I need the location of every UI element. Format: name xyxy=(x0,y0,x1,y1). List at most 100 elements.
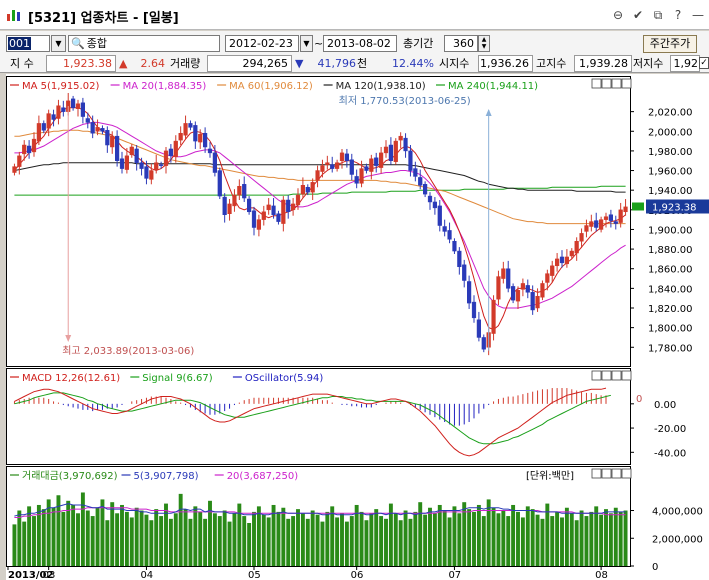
high-value: 1,939.28 xyxy=(574,55,632,72)
candle-body xyxy=(80,102,85,117)
candle-body xyxy=(144,166,149,179)
legend-volume-label: 20(3,687,250) xyxy=(227,471,299,482)
low-label: 저지수 xyxy=(633,57,664,70)
price-ytick-label: 1,960.00 xyxy=(648,167,693,178)
volume-bar xyxy=(198,511,203,566)
volume-bar xyxy=(511,504,516,566)
panel-sort-icon xyxy=(611,370,622,381)
low-annotation-label: 최저 1,770.53(2013-06-25) xyxy=(339,95,471,107)
panel-close-icon xyxy=(621,468,632,479)
help-icon[interactable]: ? xyxy=(674,8,682,22)
date-from-dropdown-button[interactable]: ▼ xyxy=(300,35,313,52)
volume-bar xyxy=(173,513,178,566)
volume-bar xyxy=(413,511,418,566)
candle-body xyxy=(383,146,389,154)
candle-body xyxy=(31,138,37,153)
volume-bar xyxy=(154,509,159,566)
candle-body xyxy=(471,301,477,319)
period-input[interactable]: 360 xyxy=(444,35,478,52)
candle-body xyxy=(203,132,208,148)
volume-bar xyxy=(305,518,310,566)
panel-maximize-icon xyxy=(591,78,602,89)
candle-body xyxy=(354,176,359,184)
candle-body xyxy=(305,186,310,193)
code-input[interactable]: 001 xyxy=(6,35,50,52)
price-ytick-label: 2,000.00 xyxy=(648,127,693,138)
candle-body xyxy=(599,219,604,230)
market-name-field[interactable]: 🔍 종합 xyxy=(68,35,220,52)
option-checkbox[interactable]: ✓ xyxy=(699,57,709,69)
candle-body xyxy=(300,185,305,195)
candle-body xyxy=(545,273,550,283)
volume-bar xyxy=(428,507,432,566)
current-price-tag xyxy=(646,199,709,214)
volume-bar xyxy=(330,506,335,566)
volume-bar xyxy=(555,511,560,566)
candle-body xyxy=(71,98,76,108)
weekly-price-button[interactable]: 주간주가 xyxy=(643,35,697,53)
volume-bar xyxy=(256,506,261,566)
volume-bar xyxy=(569,513,574,566)
candle-body xyxy=(325,162,330,165)
candle-body xyxy=(540,283,545,298)
price-ytick-label: 1,900.00 xyxy=(648,225,693,236)
minimize-icon[interactable]: — xyxy=(692,8,704,22)
candle-body xyxy=(569,250,574,257)
period-spinner[interactable]: ▲ ▼ xyxy=(478,35,490,52)
chart-area[interactable]: MA 5(1,915.02) MA 20(1,884.35) MA 60(1,906… xyxy=(6,74,709,580)
link-icon[interactable]: ⊖ xyxy=(612,8,624,22)
price-ytick-label: 1,780.00 xyxy=(648,343,693,354)
index-value: 1,923.38 xyxy=(46,55,116,72)
x-axis-strip xyxy=(6,567,709,580)
volume-bar xyxy=(618,511,623,566)
date-separator: ~ xyxy=(314,37,324,50)
candle-body xyxy=(496,276,501,300)
volume-bar xyxy=(359,511,364,566)
date-from-input[interactable]: 2012-02-23 xyxy=(225,35,299,52)
candle-body xyxy=(515,290,521,302)
date-to-input[interactable]: 2013-08-02 xyxy=(323,35,397,52)
volume-bar xyxy=(447,517,452,566)
volume-bar xyxy=(80,492,85,566)
open-value: 1,936.26 xyxy=(478,55,533,72)
volume-bar xyxy=(432,513,437,566)
candle-body xyxy=(467,281,472,304)
candle-body xyxy=(286,199,291,213)
volume-percent: 12.44% xyxy=(392,57,434,70)
copy-icon[interactable]: ⧉ xyxy=(653,8,663,22)
candle-body xyxy=(344,153,349,161)
candle-body xyxy=(222,196,227,215)
candle-body xyxy=(154,162,159,170)
volume-bar xyxy=(535,514,540,566)
candle-body xyxy=(56,105,61,119)
volume-bar xyxy=(481,516,486,566)
volume-bar xyxy=(281,507,286,566)
candle-body xyxy=(251,210,257,228)
price-ytick-label: 1,820.00 xyxy=(648,304,693,315)
candle-body xyxy=(511,286,516,301)
volume-ytick-label: 0 xyxy=(652,562,658,573)
candle-body xyxy=(198,133,203,143)
volume-bar xyxy=(574,520,579,566)
candle-body xyxy=(227,203,232,214)
candle-body xyxy=(491,299,496,334)
candle-body xyxy=(442,226,447,232)
candle-body xyxy=(178,132,183,141)
candle-body xyxy=(423,184,428,195)
volume-bar xyxy=(300,513,305,566)
volume-bar xyxy=(437,504,442,566)
volume-bar xyxy=(506,516,511,566)
volume-bar xyxy=(291,516,296,566)
volume-bar xyxy=(134,507,139,566)
volume-bar xyxy=(71,504,76,566)
candle-body xyxy=(163,150,169,166)
code-dropdown-button[interactable]: ▼ xyxy=(51,35,66,52)
chart-svg[interactable]: MA 5(1,915.02) MA 20(1,884.35) MA 60(1,906… xyxy=(6,74,709,580)
check-icon[interactable]: ✔ xyxy=(632,8,644,22)
candle-body xyxy=(266,204,271,211)
candle-body xyxy=(22,144,27,155)
volume-bar xyxy=(261,514,266,566)
candle-body xyxy=(359,168,364,184)
candle-body xyxy=(403,137,408,152)
volume-bar xyxy=(530,509,535,566)
